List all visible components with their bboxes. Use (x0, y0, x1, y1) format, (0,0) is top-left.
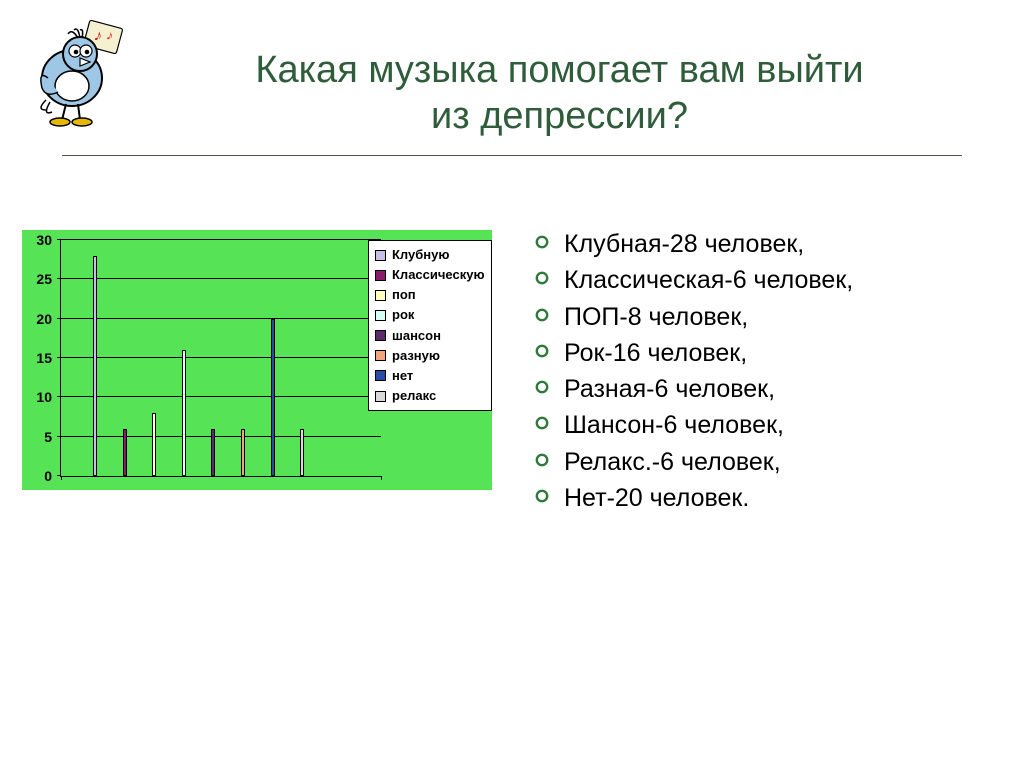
y-tick (57, 357, 61, 358)
bullet-item: Нет-20 человек. (534, 480, 984, 516)
legend-label: разную (392, 346, 440, 366)
legend-label: шансон (392, 326, 441, 346)
x-tick (61, 476, 62, 480)
legend-swatch (375, 370, 386, 381)
bullet-ring-icon (534, 234, 550, 250)
legend-swatch (375, 290, 386, 301)
legend-item: разную (375, 346, 485, 366)
legend-item: Клубную (375, 245, 485, 265)
bullet-ring-icon (534, 452, 550, 468)
bar (182, 350, 186, 476)
legend-swatch (375, 330, 386, 341)
bullet-ring-icon (534, 307, 550, 323)
bullet-item: Рок-16 человек, (534, 335, 984, 371)
legend-label: Классическую (392, 265, 485, 285)
legend-swatch (375, 270, 386, 281)
legend-label: рок (392, 305, 414, 325)
y-axis-label: 20 (36, 311, 52, 327)
grid-line (61, 318, 381, 319)
bullet-ring-icon (534, 343, 550, 359)
title-line-1: Какая музыка помогает вам выйти (255, 49, 863, 91)
bar (271, 319, 275, 476)
bar (123, 429, 127, 476)
grid-line (61, 239, 381, 240)
y-tick (57, 396, 61, 397)
legend-item: рок (375, 305, 485, 325)
bullet-item: Шансон-6 человек, (534, 407, 984, 443)
grid-line (61, 278, 381, 279)
legend-label: релакс (392, 386, 436, 406)
bullet-ring-icon (534, 270, 550, 286)
legend-swatch (375, 391, 386, 402)
legend-item: релакс (375, 386, 485, 406)
bar (211, 429, 215, 476)
chart-legend: КлубнуюКлассическуюпопрокшансонразнуюнет… (368, 240, 492, 411)
y-axis-label: 5 (44, 429, 52, 445)
legend-swatch (375, 250, 386, 261)
legend-swatch (375, 310, 386, 321)
bullet-item: Разная-6 человек, (534, 371, 984, 407)
legend-label: нет (392, 366, 413, 386)
bullet-text: Рок-16 человек, (564, 335, 747, 371)
y-tick (57, 436, 61, 437)
y-axis-label: 25 (36, 271, 52, 287)
y-tick (57, 318, 61, 319)
bullet-item: Классическая-6 человек, (534, 262, 984, 298)
bullet-text: Классическая-6 человек, (564, 262, 853, 298)
grid-line (61, 357, 381, 358)
bullet-item: ПОП-8 человек, (534, 299, 984, 335)
legend-item: поп (375, 285, 485, 305)
bullet-text: Релакс.-6 человек, (564, 444, 781, 480)
y-axis-label: 0 (44, 468, 52, 484)
x-tick (381, 476, 382, 480)
y-axis-label: 30 (36, 232, 52, 248)
bar (93, 256, 97, 476)
grid-line (61, 396, 381, 397)
bullet-list: Клубная-28 человек,Классическая-6 челове… (534, 226, 984, 516)
legend-item: нет (375, 366, 485, 386)
y-tick (57, 239, 61, 240)
title-line-2: из депрессии? (431, 95, 688, 137)
bullet-text: Клубная-28 человек, (564, 226, 804, 262)
bar (152, 413, 156, 476)
y-axis-label: 10 (36, 389, 52, 405)
legend-swatch (375, 350, 386, 361)
legend-item: шансон (375, 326, 485, 346)
legend-item: Классическую (375, 265, 485, 285)
bird-music-clipart: ♪ ♪ (28, 18, 138, 138)
bullet-text: Разная-6 человек, (564, 371, 775, 407)
bar-chart: 0 5 10 15 20 25 30 КлубнуюКлассическуюпопрокша… (22, 230, 492, 490)
legend-label: Клубную (392, 245, 449, 265)
slide-title: Какая музыка помогает вам выйти из депре… (155, 48, 964, 139)
bullet-item: Клубная-28 человек, (534, 226, 984, 262)
grid-line (61, 436, 381, 437)
bullet-text: Шансон-6 человек, (564, 407, 784, 443)
bullet-ring-icon (534, 415, 550, 431)
bullet-text: ПОП-8 человек, (564, 299, 748, 335)
bar (241, 429, 245, 476)
title-underline (62, 155, 962, 156)
bar (300, 429, 304, 476)
bullet-ring-icon (534, 488, 550, 504)
bullet-ring-icon (534, 379, 550, 395)
legend-label: поп (392, 285, 416, 305)
y-axis-label: 15 (36, 350, 52, 366)
bullet-item: Релакс.-6 человек, (534, 444, 984, 480)
y-tick (57, 278, 61, 279)
slide: ♪ ♪ (0, 0, 1024, 767)
bullet-text: Нет-20 человек. (564, 480, 749, 516)
